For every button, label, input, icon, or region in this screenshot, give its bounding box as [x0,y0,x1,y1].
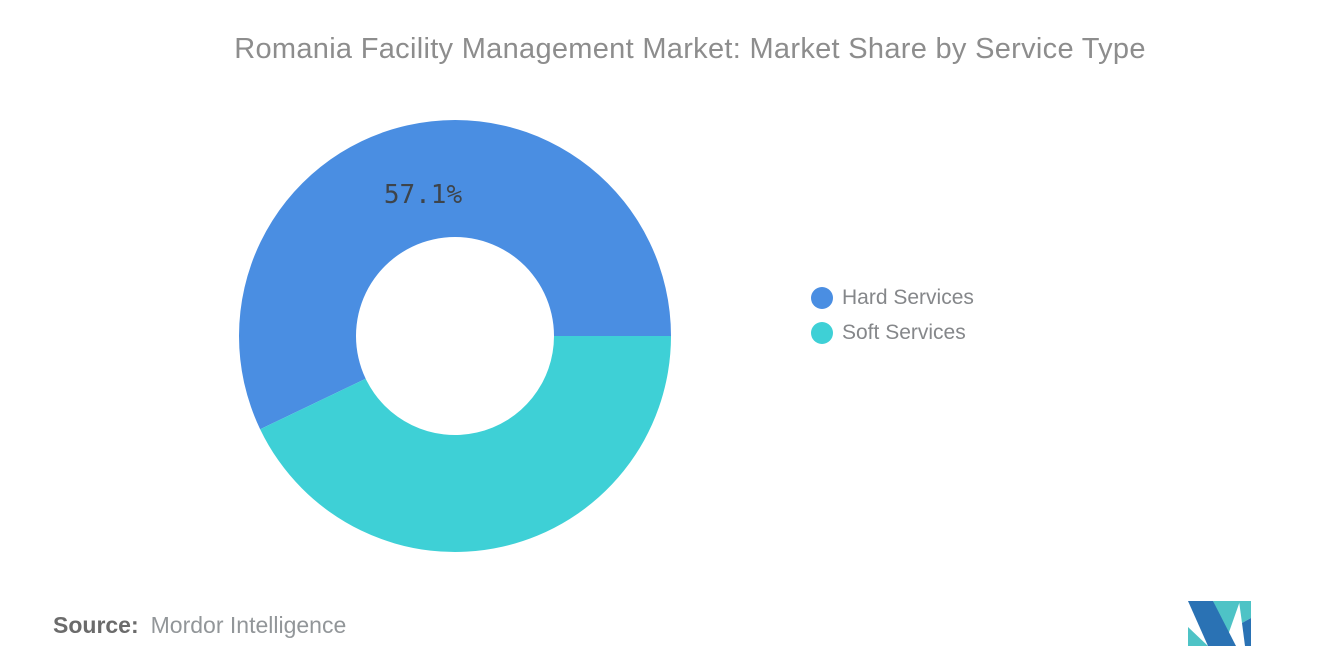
slice-label-hard-services: 57.1% [383,179,463,210]
source-label: Source: [53,612,139,638]
donut-slice-hard-services [238,120,671,430]
legend-swatch-hard-services [811,287,833,309]
mordor-intelligence-logo-icon [1188,601,1251,646]
source-value: Mordor Intelligence [150,612,347,638]
legend-item-hard-services: Hard Services [811,286,974,310]
chart-title: Romania Facility Management Market: Mark… [234,33,1146,65]
legend-swatch-soft-services [811,322,833,344]
legend-item-soft-services: Soft Services [811,321,974,345]
legend-label-hard-services: Hard Services [842,286,974,309]
donut-slice-soft-services [260,336,671,553]
legend-label-soft-services: Soft Services [842,321,966,344]
chart-legend: Hard Services Soft Services [811,286,974,356]
source-line: Source: Mordor Intelligence [53,612,346,639]
